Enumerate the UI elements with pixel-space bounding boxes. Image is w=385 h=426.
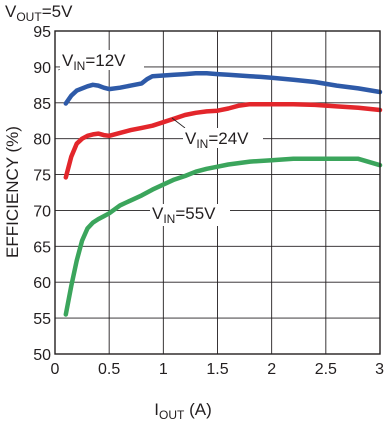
y-axis-label: EFFICIENCY (%) (3, 126, 22, 258)
chart-title: VOUT=5V (5, 2, 73, 24)
x-tick-label: 2.5 (315, 361, 337, 378)
x-tick-label: 2 (267, 361, 276, 378)
y-tick-label: 55 (33, 311, 51, 328)
y-tick-label: 65 (33, 239, 51, 256)
label-vin-24v: VIN=24V (171, 117, 263, 151)
series-line-0 (63, 71, 383, 106)
y-tick-label: 60 (33, 275, 51, 292)
label-vin-12v: VIN=12V (57, 50, 144, 73)
svg-text:VIN=12V: VIN=12V (62, 51, 126, 73)
y-tick-label: 75 (33, 168, 51, 185)
x-tick-label: 0 (51, 361, 60, 378)
x-tick-label: 1.5 (206, 361, 228, 378)
y-tick-label: 90 (33, 60, 51, 77)
x-tick-label: 3 (375, 361, 384, 378)
x-axis-label: IOUT (A) (154, 400, 211, 422)
series-line-2 (63, 156, 383, 317)
x-tick-label: 1 (159, 361, 168, 378)
plot-frame (54, 30, 381, 355)
y-tick-label: 80 (33, 132, 51, 149)
x-axis-ticks: 0 0.5 1 1.5 2 2.5 3 (51, 361, 385, 378)
y-tick-label: 85 (33, 96, 51, 113)
y-tick-label: 70 (33, 203, 51, 220)
svg-text:VIN=55V: VIN=55V (152, 204, 216, 226)
label-vin-55v: VIN=55V (150, 204, 230, 226)
svg-text:VIN=24V: VIN=24V (185, 129, 249, 151)
series-line-1 (63, 101, 383, 180)
y-tick-label: 50 (33, 347, 51, 364)
y-axis-ticks: 50 55 60 65 70 75 80 85 90 95 (33, 24, 51, 364)
grid (54, 30, 381, 355)
x-tick-label: 0.5 (98, 361, 120, 378)
series-lines (63, 71, 383, 317)
y-tick-label: 95 (33, 24, 51, 41)
